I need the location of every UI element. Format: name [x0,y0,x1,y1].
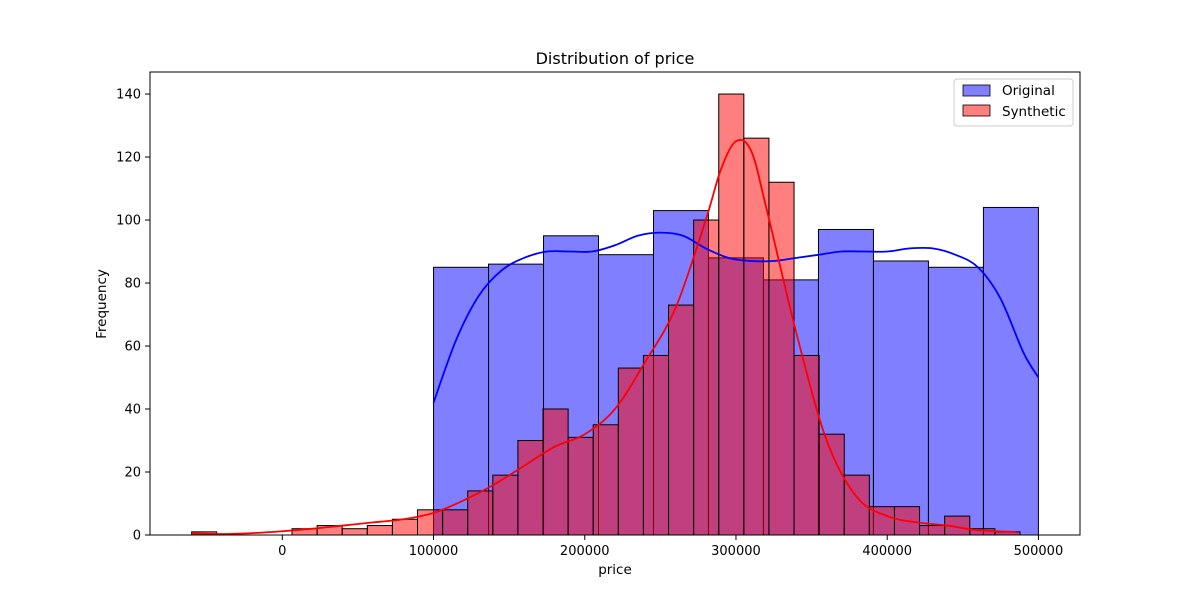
synthetic-bar [693,219,720,536]
synthetic-bar [642,354,670,536]
synthetic-bar [793,354,820,536]
x-tick-label: 0 [278,544,286,559]
synthetic-bar [818,433,845,536]
synthetic-bar [442,509,469,536]
synthetic-bar [517,440,544,536]
legend-swatch-original [962,84,991,97]
synthetic-bar [617,367,644,536]
synthetic-bar [919,525,946,536]
legend: Original Synthetic [953,78,1074,127]
x-tick-label: 400000 [862,544,912,559]
y-tick-label: 140 [116,88,141,103]
synthetic-bar [768,181,795,536]
x-tick-label: 300000 [711,544,761,559]
original-kde-line [432,231,1040,404]
y-axis-label: Frequency [94,269,110,339]
legend-label-original: Original [1002,83,1055,99]
synthetic-bar [366,525,393,536]
y-tick-label: 40 [124,403,141,418]
y-tick-label: 60 [124,340,141,355]
original-bar [982,206,1039,536]
x-tick-label: 500000 [1014,544,1064,559]
x-axis-ticks: 0 100000 200000 300000 400000 500000 [278,535,1063,559]
x-axis-label: price [598,562,632,578]
synthetic-bar [341,528,368,536]
synthetic-bar [743,137,770,536]
synthetic-bar [467,490,494,536]
y-tick-label: 80 [124,277,141,292]
y-axis-ticks: 0 20 40 60 80 100 120 140 [116,88,150,544]
y-tick-label: 20 [124,466,141,481]
y-tick-label: 0 [133,529,141,544]
synthetic-bar [592,424,619,536]
synthetic-bar [718,93,745,536]
x-tick-label: 100000 [409,544,459,559]
synthetic-bar [391,518,419,536]
synthetic-bar [668,304,695,536]
chart-title: Distribution of price [536,49,695,68]
synthetic-bar [542,408,569,536]
x-tick-label: 200000 [560,544,610,559]
legend-label-synthetic: Synthetic [1002,104,1066,120]
original-bar [872,260,929,536]
legend-swatch-synthetic [962,104,991,117]
original-bar [927,266,984,536]
original-bar [433,266,490,536]
kde-lines-group [191,138,1040,535]
y-tick-label: 120 [116,151,141,166]
y-tick-label: 100 [116,214,141,229]
plot-area-frame [149,71,1081,536]
synthetic-bar [567,436,594,536]
synthetic-kde-line [191,138,1016,535]
